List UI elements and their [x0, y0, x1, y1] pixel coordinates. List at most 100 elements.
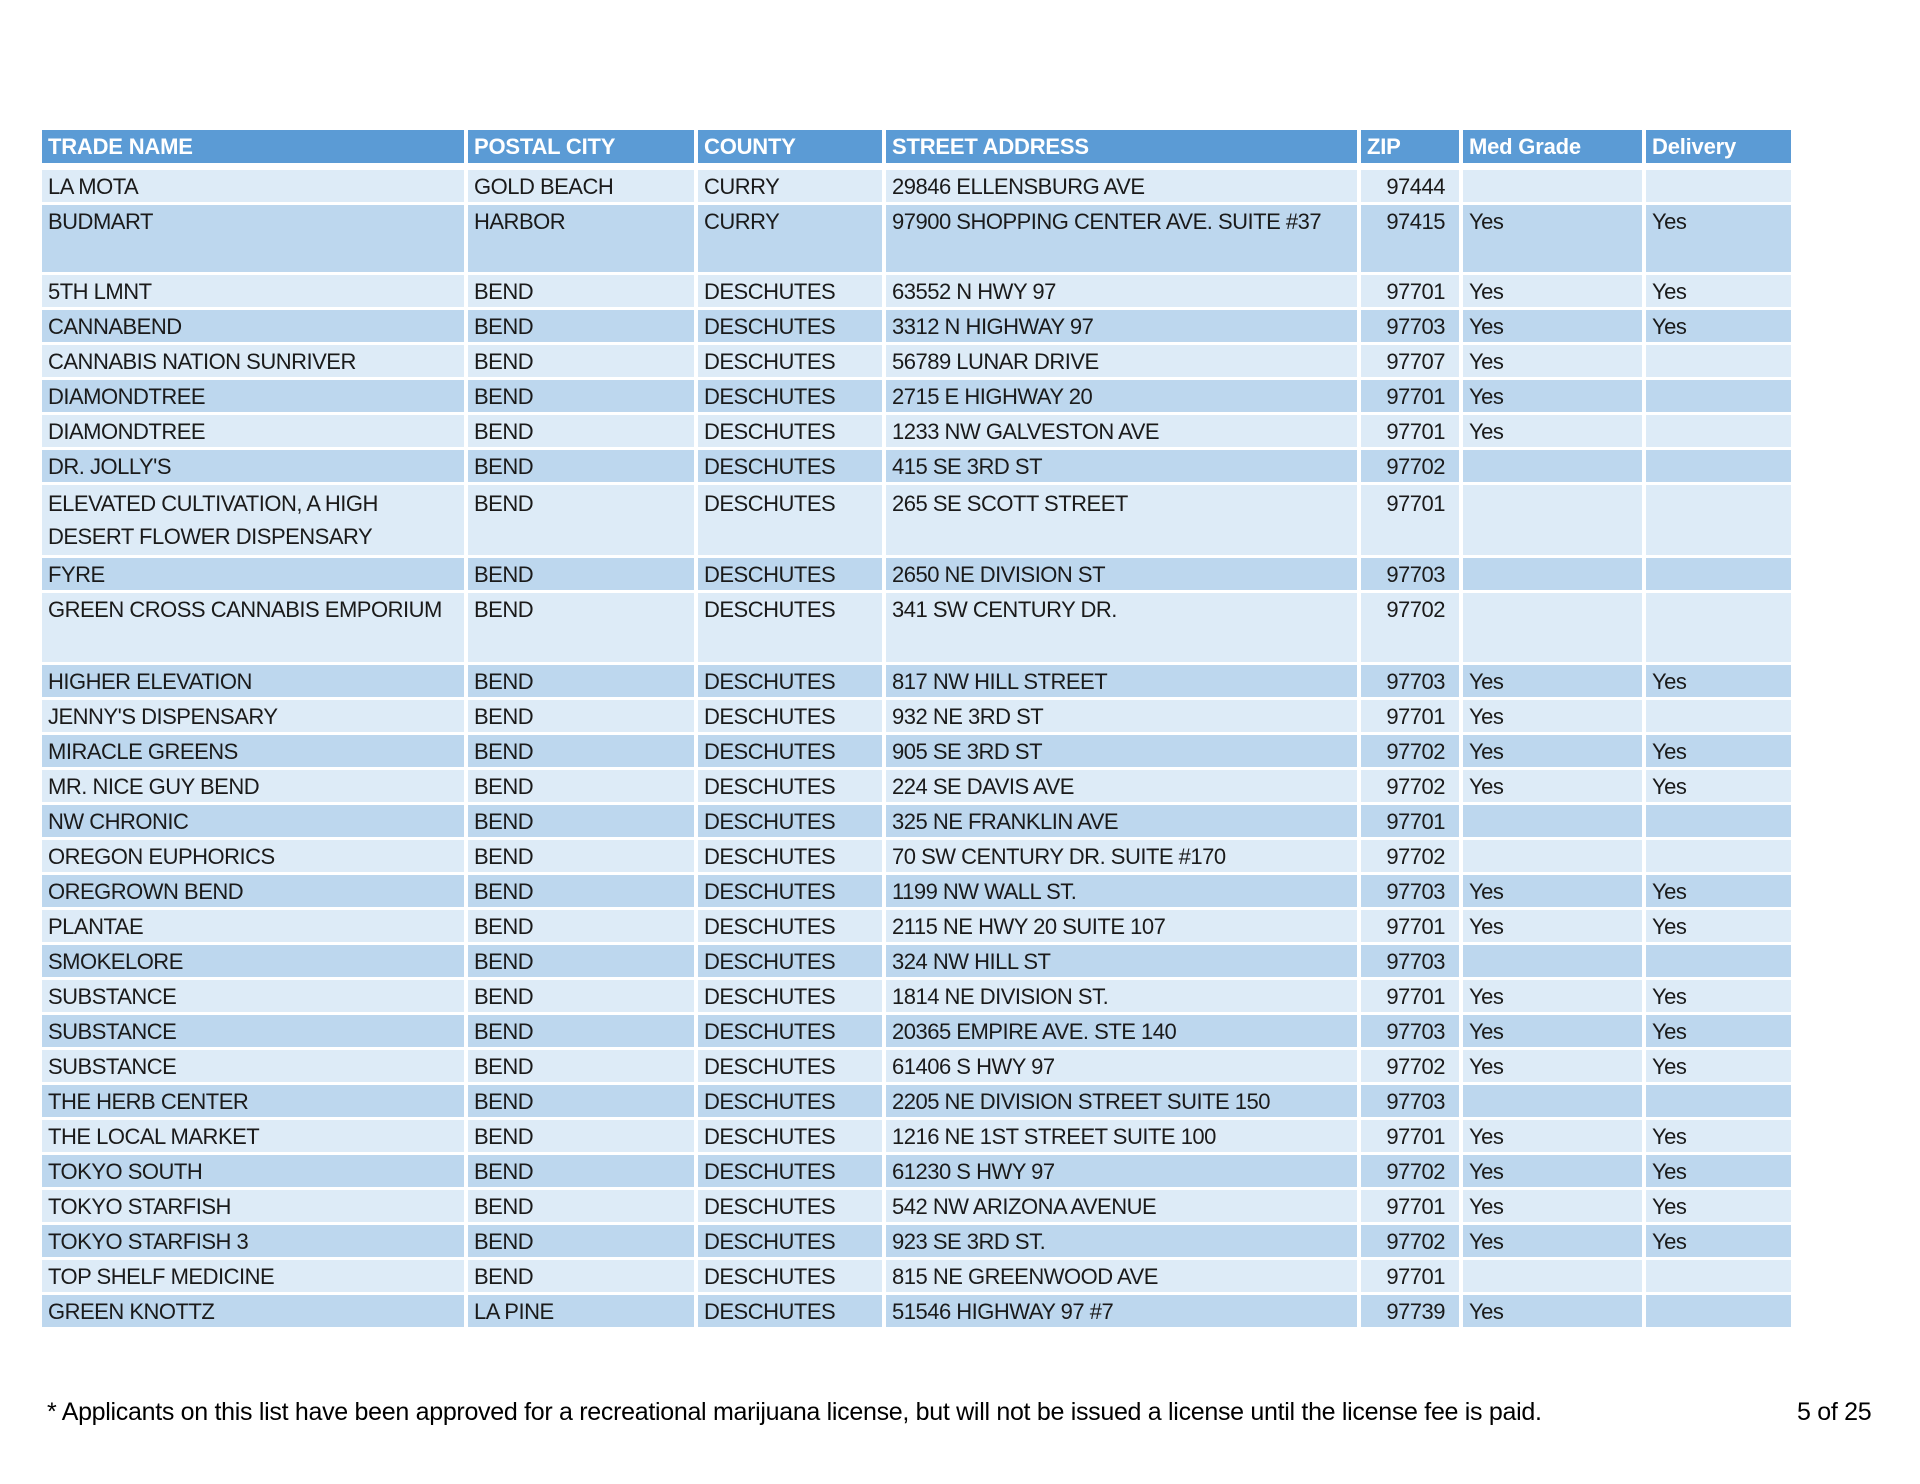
cell-trade-name: SMOKELORE [42, 945, 468, 977]
cell-trade-name: DIAMONDTREE [42, 415, 468, 447]
cell-county: DESCHUTES [698, 910, 886, 942]
cell-county: DESCHUTES [698, 1085, 886, 1117]
cell-postal-city: BEND [468, 1155, 698, 1187]
cell-zip: 97703 [1361, 1015, 1463, 1047]
table-row: MR. NICE GUY BEND BEND DESCHUTES 224 SE DAV… [42, 770, 1791, 802]
cell-med-grade [1463, 1260, 1646, 1292]
cell-county: DESCHUTES [698, 875, 886, 907]
table-header-row: TRADE NAME POSTAL CITY COUNTY STREET ADD… [42, 130, 1791, 163]
cell-postal-city: BEND [468, 840, 698, 872]
cell-street-address: 1233 NW GALVESTON AVE [886, 415, 1361, 447]
cell-postal-city: BEND [468, 345, 698, 377]
table-row: TOP SHELF MEDICINE BEND DESCHUTES 815 NE GR… [42, 1260, 1791, 1292]
cell-trade-name: GREEN CROSS CANNABIS EMPORIUM [42, 593, 468, 662]
cell-county: DESCHUTES [698, 980, 886, 1012]
cell-street-address: 265 SE SCOTT STREET [886, 485, 1361, 555]
cell-street-address: 61230 S HWY 97 [886, 1155, 1361, 1187]
cell-postal-city: BEND [468, 770, 698, 802]
cell-delivery [1646, 805, 1791, 837]
cell-delivery [1646, 170, 1791, 202]
cell-trade-name: OREGON EUPHORICS [42, 840, 468, 872]
cell-trade-name: SUBSTANCE [42, 1015, 468, 1047]
cell-postal-city: BEND [468, 1260, 698, 1292]
cell-county: DESCHUTES [698, 1260, 886, 1292]
cell-zip: 97702 [1361, 1155, 1463, 1187]
cell-delivery: Yes [1652, 314, 1687, 339]
cell-trade-name: SUBSTANCE [42, 1050, 468, 1082]
cell-postal-city: BEND [468, 875, 698, 907]
cell-street-address: 29846 ELLENSBURG AVE [886, 170, 1361, 202]
table-row: HIGHER ELEVATION BEND DESCHUTES 817 NW HILL… [42, 665, 1791, 697]
cell-county: DESCHUTES [698, 840, 886, 872]
table-row: LA MOTA GOLD BEACH CURRY 29846 ELLENSBURG A… [42, 170, 1791, 202]
table-row: TOKYO STARFISH 3 BEND DESCHUTES 923 SE 3RD … [42, 1225, 1791, 1257]
cell-county: DESCHUTES [698, 380, 886, 412]
column-header-street-address: STREET ADDRESS [886, 130, 1361, 163]
column-header-delivery: Delivery [1652, 134, 1737, 159]
cell-zip: 97701 [1361, 980, 1463, 1012]
cell-postal-city: BEND [468, 275, 698, 307]
cell-street-address: 20365 EMPIRE AVE. STE 140 [886, 1015, 1361, 1047]
table-row: TOKYO SOUTH BEND DESCHUTES 61230 S HWY 97 97… [42, 1155, 1791, 1187]
cell-street-address: 2205 NE DIVISION STREET SUITE 150 [886, 1085, 1361, 1117]
cell-zip: 97739 [1361, 1295, 1463, 1327]
cell-delivery [1646, 1295, 1791, 1327]
cell-delivery [1646, 380, 1791, 412]
cell-street-address: 2115 NE HWY 20 SUITE 107 [886, 910, 1361, 942]
cell-street-address: 224 SE DAVIS AVE [886, 770, 1361, 802]
cell-street-address: 1216 NE 1ST STREET SUITE 100 [886, 1120, 1361, 1152]
cell-delivery: Yes [1652, 879, 1687, 904]
cell-med-grade: Yes [1463, 735, 1646, 767]
table-row: MIRACLE GREENS BEND DESCHUTES 905 SE 3RD ST… [42, 735, 1791, 767]
cell-postal-city: BEND [468, 485, 698, 555]
cell-trade-name: DIAMONDTREE [42, 380, 468, 412]
cell-trade-name: FYRE [42, 558, 468, 590]
cell-zip: 97701 [1361, 1260, 1463, 1292]
table-row: OREGON EUPHORICS BEND DESCHUTES 70 SW CENTU… [42, 840, 1791, 872]
cell-delivery: Yes [1652, 209, 1687, 234]
cell-county: DESCHUTES [698, 1050, 886, 1082]
cell-delivery [1646, 1260, 1791, 1292]
cell-trade-name: BUDMART [42, 205, 468, 272]
cell-zip: 97703 [1361, 1085, 1463, 1117]
cell-med-grade: Yes [1463, 310, 1646, 342]
cell-postal-city: GOLD BEACH [468, 170, 698, 202]
cell-med-grade: Yes [1463, 1225, 1646, 1257]
page-indicator: 5 of 25 [1797, 1398, 1872, 1426]
table-row: SMOKELORE BEND DESCHUTES 324 NW HILL ST 9770… [42, 945, 1791, 977]
cell-street-address: 1814 NE DIVISION ST. [886, 980, 1361, 1012]
cell-med-grade: Yes [1463, 1155, 1646, 1187]
cell-postal-city: BEND [468, 1085, 698, 1117]
cell-zip: 97703 [1361, 945, 1463, 977]
cell-med-grade [1463, 485, 1646, 555]
cell-delivery: Yes [1652, 914, 1687, 939]
cell-zip: 97702 [1361, 770, 1463, 802]
cell-trade-name: NW CHRONIC [42, 805, 468, 837]
cell-street-address: 61406 S HWY 97 [886, 1050, 1361, 1082]
cell-postal-city: BEND [468, 665, 698, 697]
cell-zip: 97703 [1361, 875, 1463, 907]
cell-street-address: 56789 LUNAR DRIVE [886, 345, 1361, 377]
column-header-county: COUNTY [698, 130, 886, 163]
table-row: ELEVATED CULTIVATION, A HIGH DESERT FLOW… [42, 485, 1791, 555]
cell-county: DESCHUTES [698, 1295, 886, 1327]
cell-county: DESCHUTES [698, 558, 886, 590]
cell-med-grade: Yes [1463, 910, 1646, 942]
table-row: THE LOCAL MARKET BEND DESCHUTES 1216 NE 1ST… [42, 1120, 1791, 1152]
cell-postal-city: BEND [468, 558, 698, 590]
cell-county: CURRY [698, 205, 886, 272]
cell-med-grade [1463, 945, 1646, 977]
cell-zip: 97702 [1361, 840, 1463, 872]
cell-county: DESCHUTES [698, 1120, 886, 1152]
column-header-zip: ZIP [1361, 130, 1463, 163]
cell-street-address: 3312 N HIGHWAY 97 [886, 310, 1361, 342]
cell-trade-name: CANNABEND [42, 310, 468, 342]
cell-street-address: 415 SE 3RD ST [886, 450, 1361, 482]
cell-zip: 97702 [1361, 1225, 1463, 1257]
cell-postal-city: BEND [468, 735, 698, 767]
table-row: SUBSTANCE BEND DESCHUTES 1814 NE DIVISION S… [42, 980, 1791, 1012]
cell-postal-city: BEND [468, 945, 698, 977]
cell-med-grade [1463, 170, 1646, 202]
table-row: FYRE BEND DESCHUTES 2650 NE DIVISION ST 9770… [42, 558, 1791, 590]
cell-street-address: 923 SE 3RD ST. [886, 1225, 1361, 1257]
